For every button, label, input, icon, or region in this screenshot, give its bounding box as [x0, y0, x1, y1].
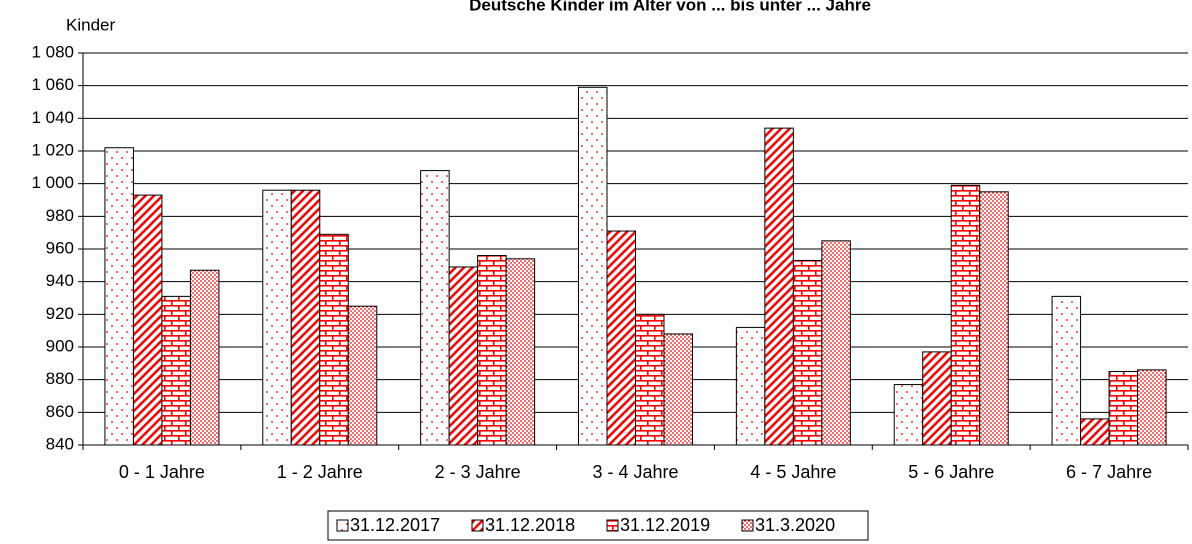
- y-tick-label: 900: [46, 336, 74, 355]
- y-tick-label: 980: [46, 206, 74, 225]
- legend-label: 31.3.2020: [755, 515, 835, 535]
- y-tick-label: 940: [46, 271, 74, 290]
- legend-swatch: [741, 519, 754, 532]
- bar: [1080, 418, 1110, 446]
- x-tick-label: 1 - 2 Jahre: [277, 462, 363, 482]
- x-tick-label: 5 - 6 Jahre: [908, 462, 994, 482]
- bar: [477, 255, 507, 446]
- legend-label: 31.12.2018: [485, 515, 575, 535]
- bar: [663, 333, 693, 446]
- y-tick-label: 1 080: [31, 42, 74, 61]
- bar: [821, 240, 851, 446]
- bar: [505, 258, 536, 446]
- y-tick-label: 1 020: [31, 140, 74, 159]
- y-tick-label: 1 000: [31, 173, 74, 192]
- bar: [606, 230, 636, 446]
- x-tick-label: 4 - 5 Jahre: [750, 462, 836, 482]
- bar: [104, 147, 134, 446]
- legend-label: 31.12.2019: [620, 515, 710, 535]
- legend-swatch: [336, 519, 349, 532]
- bar: [792, 259, 823, 446]
- x-tick-label: 0 - 1 Jahre: [119, 462, 205, 482]
- legend-box: [327, 510, 869, 541]
- chart-title: Deutsche Kinder im Alter von ... bis unt…: [469, 0, 871, 14]
- bar: [578, 86, 608, 446]
- bar: [347, 305, 378, 446]
- bar: [1137, 369, 1167, 446]
- legend-swatch: [606, 519, 619, 532]
- bar: [735, 326, 766, 446]
- bar: [635, 313, 665, 446]
- y-tick-label: 840: [46, 434, 74, 453]
- y-axis-label: Kinder: [66, 15, 115, 34]
- bar: [189, 269, 220, 446]
- y-tick-label: 1 040: [31, 108, 74, 127]
- y-tick-label: 960: [46, 238, 74, 257]
- bar: [893, 384, 924, 446]
- bar: [979, 191, 1009, 446]
- bar: [1108, 371, 1139, 446]
- x-tick-label: 6 - 7 Jahre: [1066, 462, 1152, 482]
- bar: [922, 351, 952, 446]
- y-tick-label: 880: [46, 369, 74, 388]
- legend-label: 31.12.2017: [350, 515, 440, 535]
- y-tick-label: 860: [46, 402, 74, 421]
- bar: [448, 266, 479, 446]
- x-tick-label: 3 - 4 Jahre: [592, 462, 678, 482]
- bar: [161, 295, 191, 446]
- bar: [1051, 295, 1082, 446]
- y-tick-label: 920: [46, 304, 74, 323]
- legend-swatch: [471, 519, 484, 532]
- x-tick-label: 2 - 3 Jahre: [435, 462, 521, 482]
- bar: [290, 189, 321, 446]
- bar: [262, 189, 292, 446]
- y-tick-label: 1 060: [31, 75, 74, 94]
- bar: [764, 127, 794, 446]
- bar: [420, 170, 450, 446]
- bar: [950, 184, 981, 446]
- bar: [319, 233, 349, 446]
- bar: [132, 194, 163, 446]
